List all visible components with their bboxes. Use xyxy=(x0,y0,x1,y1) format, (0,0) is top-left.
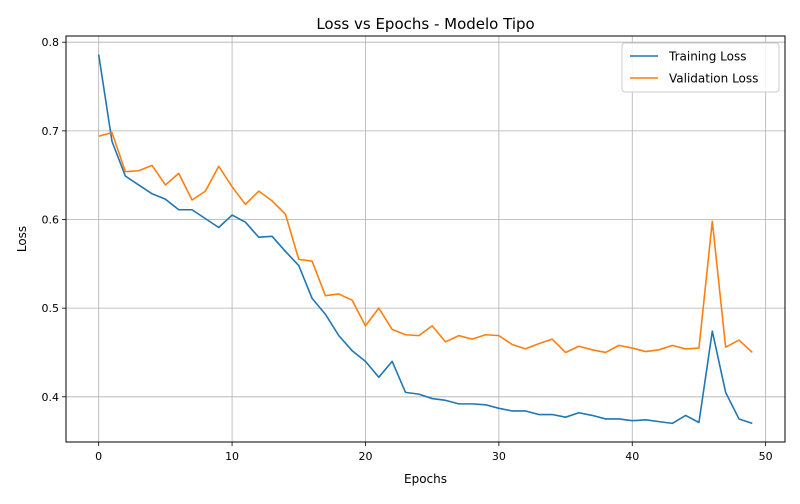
y-tick-label: 0.8 xyxy=(42,36,60,49)
legend: Training Loss Validation Loss xyxy=(622,43,779,92)
x-tick-label: 20 xyxy=(358,450,372,463)
x-tick-label: 0 xyxy=(95,450,102,463)
y-tick-label: 0.6 xyxy=(42,213,60,226)
chart-title: Loss vs Epochs - Modelo Tipo xyxy=(316,15,534,33)
x-tick-label: 40 xyxy=(625,450,639,463)
x-tick-label: 10 xyxy=(225,450,239,463)
legend-label-validation-loss: Validation Loss xyxy=(669,72,758,86)
y-tick-label: 0.7 xyxy=(42,125,60,138)
y-tick-label: 0.5 xyxy=(42,302,60,315)
y-axis-label: Loss xyxy=(15,226,29,252)
x-axis-label: Epochs xyxy=(404,472,447,486)
legend-label-training-loss: Training Loss xyxy=(668,50,746,64)
x-tick-label: 30 xyxy=(492,450,506,463)
y-tick-label: 0.4 xyxy=(42,391,60,404)
x-tick-label: 50 xyxy=(759,450,773,463)
